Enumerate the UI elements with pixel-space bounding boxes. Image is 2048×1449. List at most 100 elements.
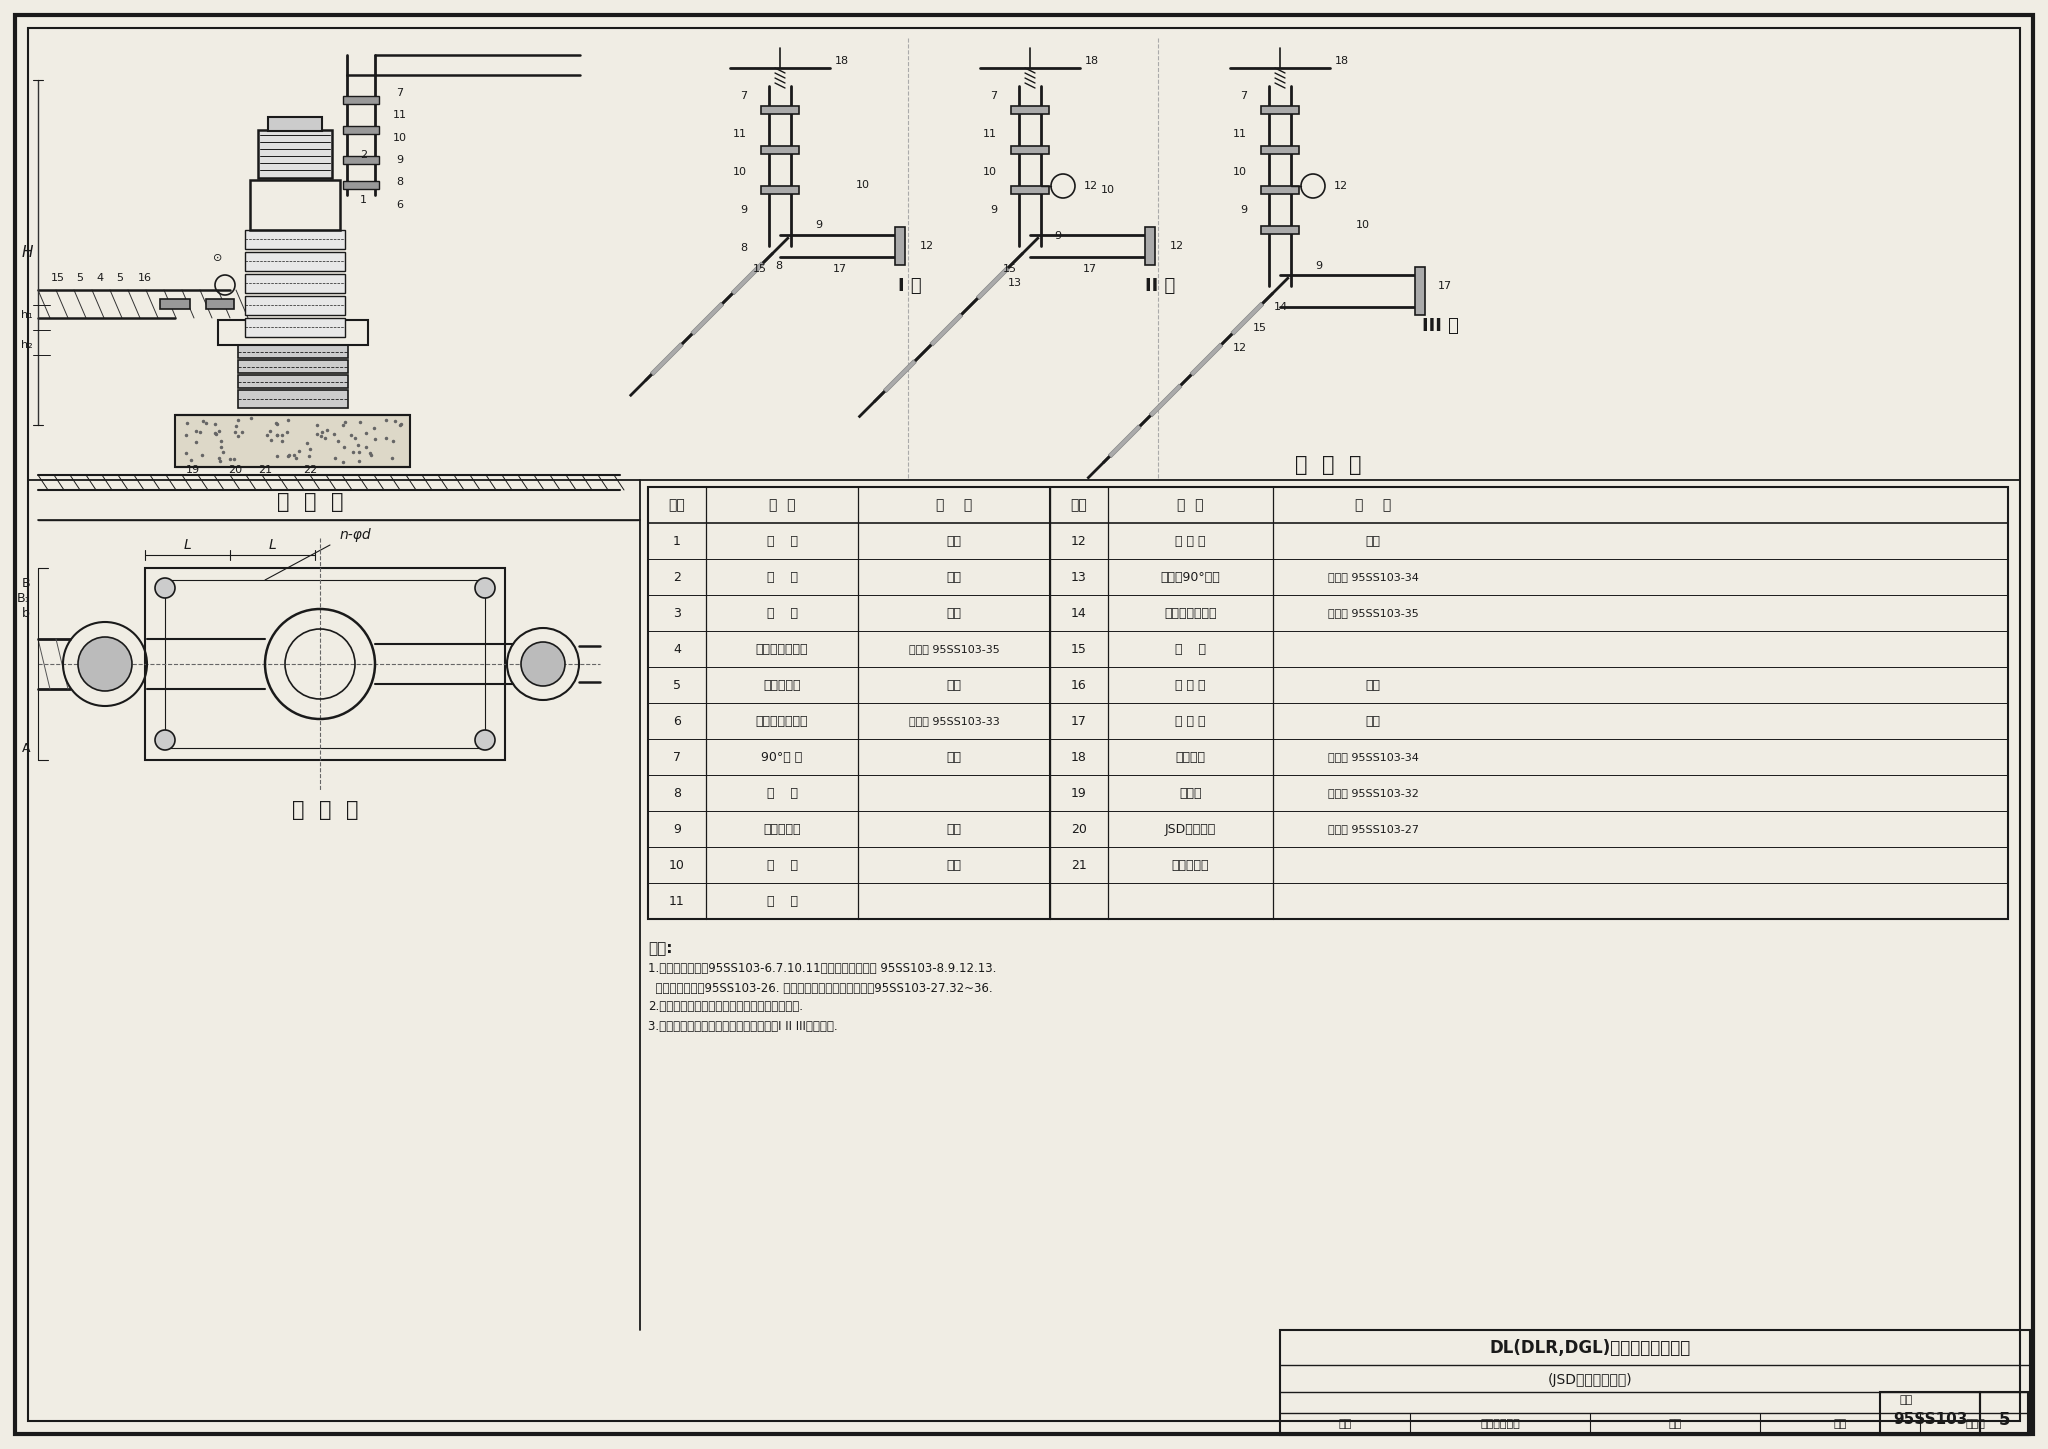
Circle shape (156, 730, 174, 751)
Text: 详见图 95SS103-34: 详见图 95SS103-34 (1327, 752, 1419, 762)
Text: B: B (20, 577, 31, 590)
Text: B₁: B₁ (16, 591, 31, 604)
Bar (342, 126, 379, 133)
Circle shape (520, 642, 565, 685)
Text: 阀    门: 阀 门 (766, 858, 797, 871)
Text: (JSD型隔振器简报): (JSD型隔振器简报) (1548, 1374, 1632, 1387)
Text: 真 空 表: 真 空 表 (1176, 678, 1206, 691)
Text: 15: 15 (1071, 642, 1087, 655)
Text: 详见图 95SS103-33: 详见图 95SS103-33 (909, 716, 999, 726)
Text: 10: 10 (1102, 185, 1116, 194)
Text: 10: 10 (856, 180, 870, 190)
Bar (238, 345, 348, 358)
Text: 名  称: 名 称 (768, 498, 795, 511)
Text: 可曲挠橡胶接头: 可曲挠橡胶接头 (756, 642, 809, 655)
Bar (1012, 146, 1049, 154)
Text: 扎    架: 扎 架 (1176, 642, 1206, 655)
Bar (342, 156, 379, 164)
Text: 成品: 成品 (946, 607, 961, 620)
Text: 21: 21 (258, 465, 272, 475)
Text: L: L (268, 538, 276, 552)
Bar (1012, 106, 1049, 114)
Bar (238, 375, 348, 388)
Text: 9: 9 (739, 204, 748, 214)
Text: 编号: 编号 (1071, 498, 1087, 511)
Text: 成品: 成品 (1366, 678, 1380, 691)
Text: 说明:: 说明: (647, 942, 672, 956)
Text: 10: 10 (670, 858, 684, 871)
Text: 设计: 设计 (1833, 1419, 1847, 1429)
Bar (342, 96, 379, 104)
Text: 可曲挠橡胶接头: 可曲挠橡胶接头 (1163, 607, 1217, 620)
Text: 名  称: 名 称 (1178, 498, 1204, 511)
Text: 18: 18 (1085, 57, 1100, 67)
Text: 10: 10 (393, 133, 408, 143)
Text: 95SS103: 95SS103 (1892, 1413, 1968, 1427)
Text: 12: 12 (1083, 181, 1098, 191)
Text: 2: 2 (360, 151, 367, 159)
Circle shape (475, 730, 496, 751)
Text: A: A (20, 742, 31, 755)
Text: 15: 15 (1004, 264, 1018, 274)
Text: 9: 9 (397, 155, 403, 165)
Bar (1980, 1392, 2028, 1435)
Bar (258, 130, 332, 178)
Bar (174, 414, 410, 467)
Text: III 型: III 型 (1421, 317, 1458, 335)
Text: 14: 14 (1071, 607, 1087, 620)
Text: 4: 4 (96, 272, 104, 283)
Text: 偏心异径管: 偏心异径管 (764, 678, 801, 691)
Circle shape (156, 578, 174, 598)
Text: 各  称  表: 各 称 表 (1294, 455, 1362, 475)
Text: 成品: 成品 (946, 535, 961, 548)
Text: 5: 5 (117, 272, 123, 283)
Text: 弹性吊架: 弹性吊架 (1176, 751, 1206, 764)
Text: 1: 1 (360, 196, 367, 204)
Text: 成品: 成品 (946, 858, 961, 871)
Text: 图号: 图号 (1898, 1395, 1913, 1406)
Text: 电    机: 电 机 (766, 571, 797, 584)
Text: 19: 19 (186, 465, 201, 475)
Text: 14: 14 (1274, 301, 1288, 312)
Text: 2: 2 (674, 571, 680, 584)
Text: 钢制: 钢制 (946, 751, 961, 764)
Text: 8: 8 (776, 261, 782, 271)
Text: 16: 16 (137, 272, 152, 283)
Text: 12: 12 (1071, 535, 1087, 548)
Text: JSD型隔振器: JSD型隔振器 (1165, 823, 1217, 836)
Bar (1145, 227, 1155, 265)
Text: 12: 12 (920, 241, 934, 251)
Text: 6: 6 (397, 200, 403, 210)
Circle shape (78, 638, 131, 691)
Bar (238, 390, 348, 409)
Circle shape (475, 578, 496, 598)
Text: 编号: 编号 (668, 498, 686, 511)
Bar (246, 317, 344, 338)
Text: 5: 5 (76, 272, 84, 283)
Text: 8: 8 (739, 243, 748, 254)
Bar (246, 230, 344, 249)
Text: 13: 13 (1071, 571, 1087, 584)
Text: 4: 4 (674, 642, 680, 655)
Bar (268, 117, 322, 130)
Text: 详见图 95SS103-34: 详见图 95SS103-34 (1327, 572, 1419, 582)
Text: 20: 20 (227, 465, 242, 475)
Text: 详见图 95SS103-35: 详见图 95SS103-35 (1327, 609, 1419, 619)
Bar (246, 296, 344, 314)
Text: 17: 17 (1071, 714, 1087, 727)
Text: 异 径 管: 异 径 管 (1176, 535, 1206, 548)
Bar (1280, 1330, 2030, 1435)
Text: 7: 7 (989, 91, 997, 101)
Text: 9: 9 (815, 220, 823, 230)
Text: 1.安装尺寸详见图95SS103-6.7.10.11、设备材料详见图 95SS103-8.9.12.13.: 1.安装尺寸详见图95SS103-6.7.10.11、设备材料详见图 95SS1… (647, 962, 997, 975)
Text: 短    管: 短 管 (766, 894, 797, 907)
Bar (762, 106, 799, 114)
Bar (145, 568, 506, 759)
Text: 可曲挠异径接头: 可曲挠异径接头 (756, 714, 809, 727)
Bar (762, 146, 799, 154)
Bar (762, 185, 799, 194)
Text: 消声止回阀: 消声止回阀 (764, 823, 801, 836)
Text: 钢导数: 钢导数 (1180, 787, 1202, 800)
Text: 成品: 成品 (1366, 714, 1380, 727)
Text: 9: 9 (989, 204, 997, 214)
